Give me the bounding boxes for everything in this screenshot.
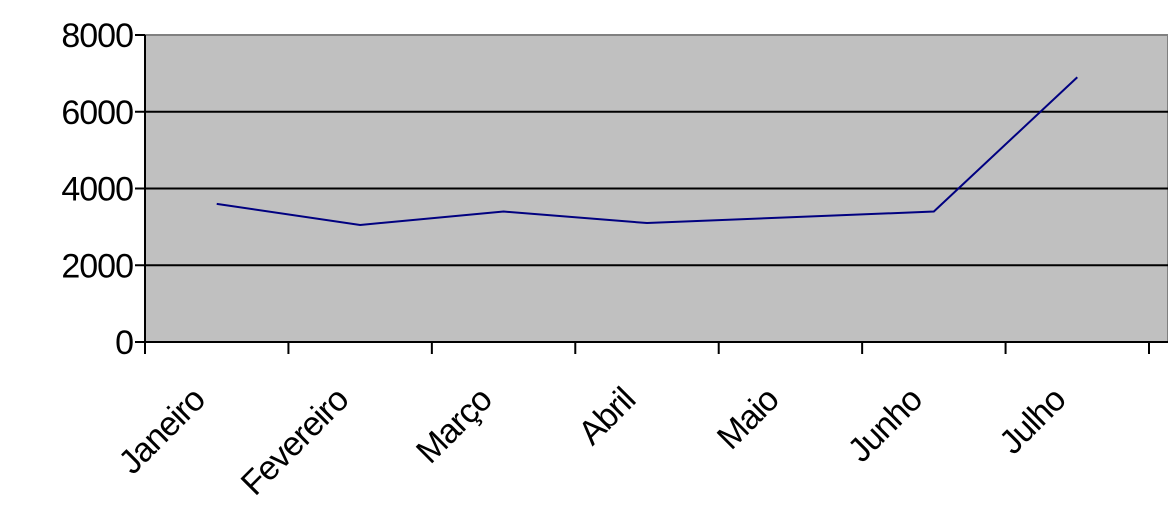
data-line <box>216 76 1078 226</box>
x-tick-label: Abril <box>571 381 642 452</box>
y-tick-label: 6000 <box>61 94 133 132</box>
x-tick-label: Maio <box>710 381 786 457</box>
y-tick-label: 0 <box>115 324 133 362</box>
x-tick-label: Julho <box>992 381 1073 462</box>
y-tick-label: 4000 <box>61 171 133 209</box>
x-tick-label: Fevereiro <box>234 381 356 503</box>
y-tick-label: 8000 <box>61 17 133 55</box>
x-tick-label: Março <box>409 381 499 471</box>
x-tick-label: Janeiro <box>112 381 213 482</box>
y-tick-label: 2000 <box>61 247 133 285</box>
x-tick-label: Junho <box>841 381 930 470</box>
